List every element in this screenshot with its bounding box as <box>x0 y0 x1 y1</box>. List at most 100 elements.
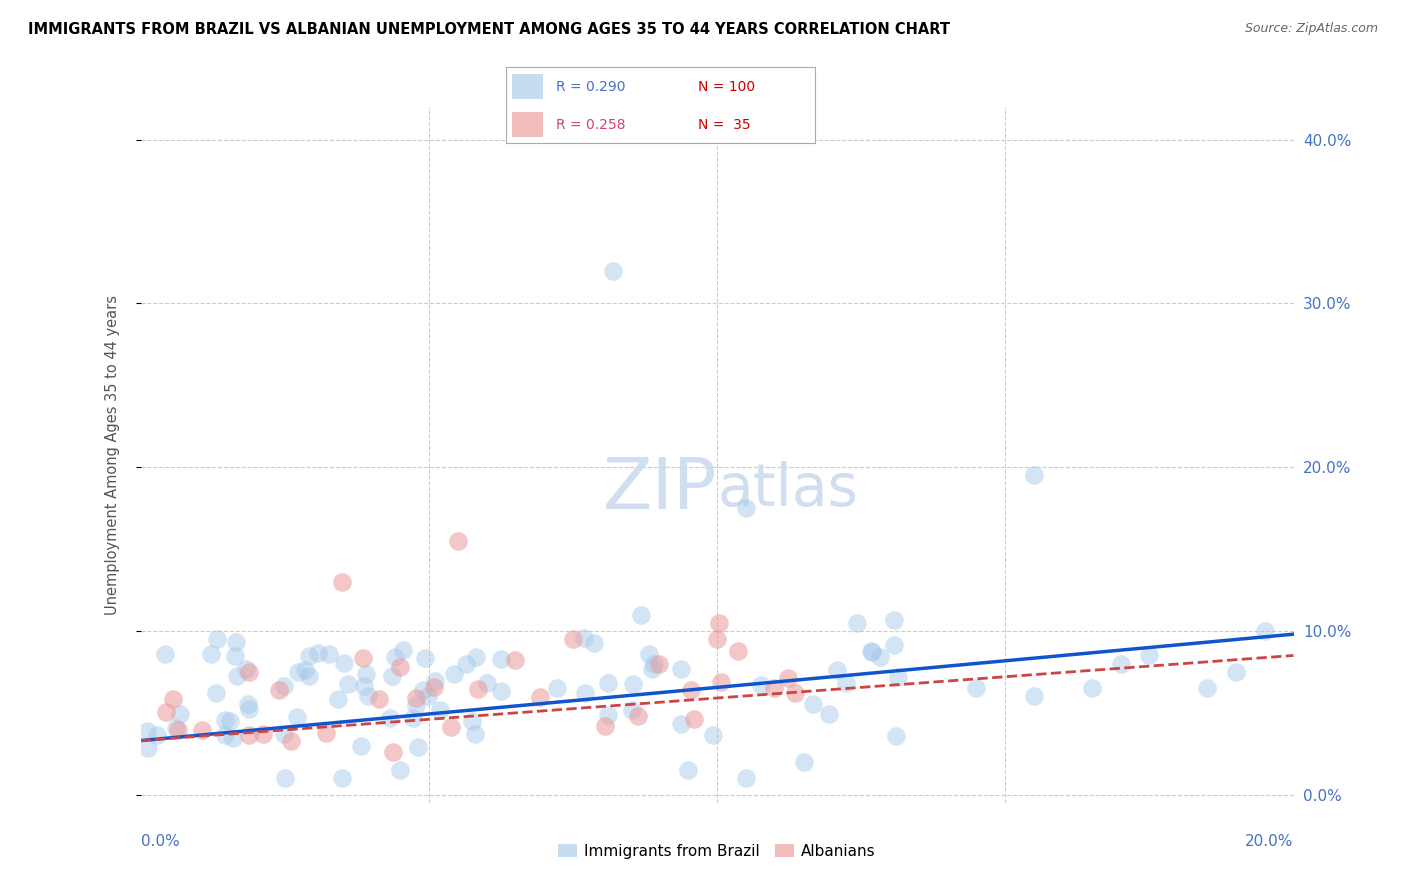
Point <box>378 711 401 725</box>
Point <box>328 691 350 706</box>
Point <box>235 662 257 676</box>
Point <box>965 681 987 696</box>
Point <box>423 681 446 695</box>
Bar <box>512 112 543 136</box>
Point <box>887 670 910 684</box>
Point <box>447 533 470 548</box>
Point <box>443 667 465 681</box>
Point <box>640 661 662 675</box>
Point <box>1024 468 1046 483</box>
Point <box>465 650 488 665</box>
Point <box>136 740 159 755</box>
Point <box>1139 648 1161 663</box>
Text: R = 0.290: R = 0.290 <box>555 79 626 94</box>
Point <box>382 745 405 759</box>
Point <box>596 707 619 722</box>
Point <box>238 665 260 679</box>
Point <box>274 771 297 785</box>
Point <box>135 724 157 739</box>
Point <box>681 682 703 697</box>
Point <box>883 613 905 627</box>
Point <box>574 686 596 700</box>
Point <box>285 710 308 724</box>
Point <box>367 691 389 706</box>
Text: N =  35: N = 35 <box>697 118 751 131</box>
Text: 20.0%: 20.0% <box>1246 834 1294 849</box>
Point <box>763 681 786 695</box>
Point <box>336 676 359 690</box>
Text: IMMIGRANTS FROM BRAZIL VS ALBANIAN UNEMPLOYMENT AMONG AGES 35 TO 44 YEARS CORREL: IMMIGRANTS FROM BRAZIL VS ALBANIAN UNEMP… <box>28 22 950 37</box>
Point <box>503 653 526 667</box>
Point <box>735 501 758 516</box>
Point <box>706 632 728 646</box>
Point <box>818 707 841 722</box>
Point <box>353 679 375 693</box>
Point <box>621 677 644 691</box>
Point <box>1254 624 1277 638</box>
Point <box>405 690 427 705</box>
Point <box>793 755 815 769</box>
Point <box>648 657 671 671</box>
Point <box>859 644 882 658</box>
Text: R = 0.258: R = 0.258 <box>555 118 626 131</box>
Point <box>886 729 908 743</box>
Point <box>702 728 724 742</box>
Point <box>165 722 187 736</box>
Point <box>562 632 585 646</box>
Point <box>1195 681 1218 696</box>
Point <box>475 676 498 690</box>
Point <box>167 723 190 737</box>
Point <box>412 682 434 697</box>
Point <box>204 686 226 700</box>
Point <box>669 716 692 731</box>
Point <box>785 686 807 700</box>
Point <box>776 671 799 685</box>
Point <box>413 651 436 665</box>
Point <box>460 714 482 728</box>
Point <box>423 673 446 688</box>
Point <box>389 660 412 674</box>
Point <box>238 702 260 716</box>
Point <box>287 665 309 680</box>
Point <box>236 698 259 712</box>
Point <box>280 733 302 747</box>
Point <box>825 663 848 677</box>
Point <box>318 647 340 661</box>
Point <box>582 636 605 650</box>
Point <box>332 574 354 589</box>
Point <box>273 727 295 741</box>
Point <box>391 643 413 657</box>
Point <box>835 676 858 690</box>
Text: Source: ZipAtlas.com: Source: ZipAtlas.com <box>1244 22 1378 36</box>
Point <box>146 728 169 742</box>
Point <box>593 719 616 733</box>
Point <box>315 726 337 740</box>
Point <box>384 649 406 664</box>
Point <box>598 676 620 690</box>
Point <box>418 690 440 704</box>
Point <box>630 607 652 622</box>
Point <box>381 669 404 683</box>
Point <box>357 689 380 703</box>
Point <box>388 763 411 777</box>
Point <box>801 697 824 711</box>
Point <box>682 712 704 726</box>
Point <box>1024 690 1046 704</box>
Point <box>489 683 512 698</box>
Point <box>333 657 356 671</box>
Point <box>219 714 242 728</box>
Point <box>225 635 247 649</box>
Point <box>226 668 249 682</box>
Point <box>298 649 321 664</box>
Point <box>207 632 229 647</box>
Point <box>749 678 772 692</box>
Point <box>352 651 374 665</box>
Point <box>440 720 463 734</box>
Point <box>678 763 700 777</box>
Point <box>350 739 373 754</box>
Text: atlas: atlas <box>717 461 858 518</box>
Point <box>273 680 295 694</box>
Point <box>356 667 378 681</box>
Point <box>200 647 222 661</box>
Point <box>153 647 176 661</box>
